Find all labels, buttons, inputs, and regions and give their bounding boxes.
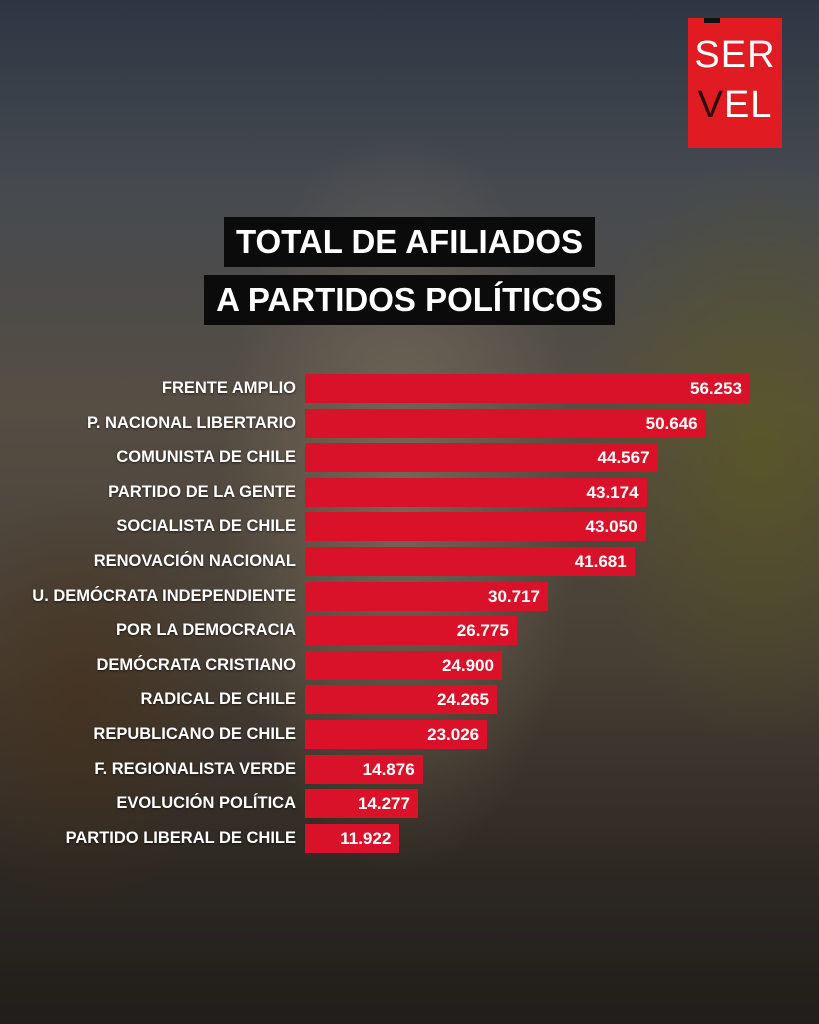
title-line1: TOTAL DE AFILIADOS bbox=[223, 217, 596, 267]
bar-row: DEMÓCRATA CRISTIANO 24.900 bbox=[0, 650, 819, 680]
bar: 30.717 bbox=[305, 581, 548, 611]
category-label: COMUNISTA DE CHILE bbox=[116, 448, 296, 467]
bar-row: U. DEMÓCRATA INDEPENDIENTE 30.717 bbox=[0, 581, 819, 611]
bar-row: P. NACIONAL LIBERTARIO 50.646 bbox=[0, 408, 819, 438]
value-label: 56.253 bbox=[690, 379, 742, 398]
bar: 26.775 bbox=[305, 616, 517, 646]
category-label: F. REGIONALISTA VERDE bbox=[94, 759, 296, 778]
category-label: P. NACIONAL LIBERTARIO bbox=[86, 413, 296, 432]
value-label: 23.026 bbox=[427, 725, 480, 744]
bar: 44.567 bbox=[305, 443, 658, 473]
value-label: 30.717 bbox=[487, 586, 540, 606]
value-label: 11.922 bbox=[340, 828, 392, 848]
value-label: 50.646 bbox=[645, 413, 698, 433]
category-label: REPUBLICANO DE CHILE bbox=[93, 725, 296, 743]
bar-row: EVOLUCIÓN POLÍTICA 14.277 bbox=[0, 789, 819, 819]
category-label: FRENTE AMPLIO bbox=[161, 379, 296, 397]
category-label: POR LA DEMOCRACIA bbox=[116, 621, 296, 640]
bar: 43.174 bbox=[305, 477, 647, 507]
title-line2: A PARTIDOS POLÍTICOS bbox=[204, 275, 615, 325]
title-line1-box: TOTAL DE AFILIADOS bbox=[0, 217, 819, 267]
bar: 24.900 bbox=[305, 650, 502, 680]
bar: 50.646 bbox=[305, 408, 706, 438]
bar-row: PARTIDO LIBERAL DE CHILE 11.922 bbox=[0, 823, 819, 853]
value-label: 43.174 bbox=[586, 482, 639, 502]
logo-el: EL bbox=[723, 84, 773, 126]
logo-line1: SER bbox=[694, 34, 776, 76]
value-label: 41.681 bbox=[574, 552, 627, 571]
bar-row: F. REGIONALISTA VERDE 14.876 bbox=[0, 754, 819, 784]
bar-row: FRENTE AMPLIO 56.253 bbox=[0, 374, 819, 403]
bar: 24.265 bbox=[305, 685, 497, 715]
value-label: 24.900 bbox=[441, 655, 494, 675]
value-label: 26.775 bbox=[456, 621, 509, 641]
bar: 43.050 bbox=[305, 512, 646, 542]
servel-logo: SER VEL bbox=[688, 18, 782, 148]
bar: 11.922 bbox=[305, 823, 400, 853]
bar: 41.681 bbox=[305, 547, 635, 576]
value-label: 14.277 bbox=[357, 794, 410, 814]
category-label: PARTIDO DE LA GENTE bbox=[108, 482, 296, 501]
logo-line2: VEL bbox=[688, 84, 782, 127]
bar-row: COMUNISTA DE CHILE 44.567 bbox=[0, 443, 819, 473]
bar: 14.876 bbox=[305, 754, 423, 784]
logo-accent bbox=[704, 18, 720, 23]
bar-row: POR LA DEMOCRACIA 26.775 bbox=[0, 616, 819, 646]
title-line2-box: A PARTIDOS POLÍTICOS bbox=[0, 275, 819, 325]
bar-row: RENOVACIÓN NACIONAL 41.681 bbox=[0, 547, 819, 576]
category-label: RENOVACIÓN NACIONAL bbox=[93, 552, 296, 570]
bar-row: SOCIALISTA DE CHILE 43.050 bbox=[0, 512, 819, 542]
category-label: U. DEMÓCRATA INDEPENDIENTE bbox=[32, 586, 296, 605]
bar-row: RADICAL DE CHILE 24.265 bbox=[0, 685, 819, 715]
category-label: RADICAL DE CHILE bbox=[140, 690, 296, 709]
bar-row: PARTIDO DE LA GENTE 43.174 bbox=[0, 477, 819, 507]
value-label: 14.876 bbox=[362, 759, 415, 779]
bar: 14.277 bbox=[305, 789, 418, 819]
bar-row: REPUBLICANO DE CHILE 23.026 bbox=[0, 720, 819, 749]
category-label: EVOLUCIÓN POLÍTICA bbox=[116, 794, 296, 813]
bar: 56.253 bbox=[305, 374, 750, 403]
category-label: SOCIALISTA DE CHILE bbox=[116, 517, 296, 536]
value-label: 43.050 bbox=[585, 517, 638, 537]
logo-v: V bbox=[697, 84, 724, 126]
bar: 23.026 bbox=[305, 720, 488, 749]
category-label: DEMÓCRATA CRISTIANO bbox=[96, 655, 296, 674]
category-label: PARTIDO LIBERAL DE CHILE bbox=[65, 828, 296, 847]
value-label: 44.567 bbox=[597, 448, 650, 468]
value-label: 24.265 bbox=[436, 690, 489, 710]
